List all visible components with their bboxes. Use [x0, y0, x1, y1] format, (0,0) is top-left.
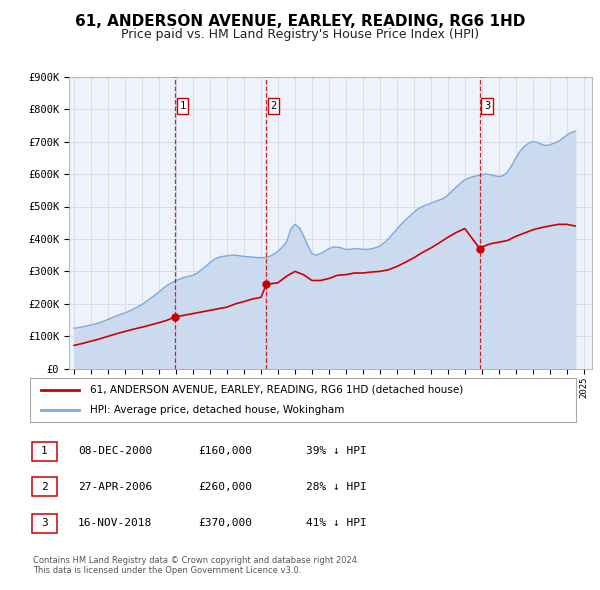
Text: 2: 2	[271, 101, 277, 111]
Text: 27-APR-2006: 27-APR-2006	[78, 482, 152, 491]
Text: 28% ↓ HPI: 28% ↓ HPI	[306, 482, 367, 491]
Text: 2: 2	[41, 482, 48, 491]
Text: £160,000: £160,000	[198, 447, 252, 456]
Text: Contains HM Land Registry data © Crown copyright and database right 2024.
This d: Contains HM Land Registry data © Crown c…	[33, 556, 359, 575]
Text: 08-DEC-2000: 08-DEC-2000	[78, 447, 152, 456]
Text: 16-NOV-2018: 16-NOV-2018	[78, 519, 152, 528]
Text: 1: 1	[179, 101, 185, 111]
Text: 61, ANDERSON AVENUE, EARLEY, READING, RG6 1HD: 61, ANDERSON AVENUE, EARLEY, READING, RG…	[75, 14, 525, 28]
Text: £260,000: £260,000	[198, 482, 252, 491]
Text: 39% ↓ HPI: 39% ↓ HPI	[306, 447, 367, 456]
Text: 41% ↓ HPI: 41% ↓ HPI	[306, 519, 367, 528]
Text: 61, ANDERSON AVENUE, EARLEY, READING, RG6 1HD (detached house): 61, ANDERSON AVENUE, EARLEY, READING, RG…	[90, 385, 463, 395]
Text: 3: 3	[484, 101, 490, 111]
Text: 1: 1	[41, 447, 48, 456]
Text: Price paid vs. HM Land Registry's House Price Index (HPI): Price paid vs. HM Land Registry's House …	[121, 28, 479, 41]
Text: 3: 3	[41, 519, 48, 528]
Text: HPI: Average price, detached house, Wokingham: HPI: Average price, detached house, Woki…	[90, 405, 344, 415]
Text: £370,000: £370,000	[198, 519, 252, 528]
